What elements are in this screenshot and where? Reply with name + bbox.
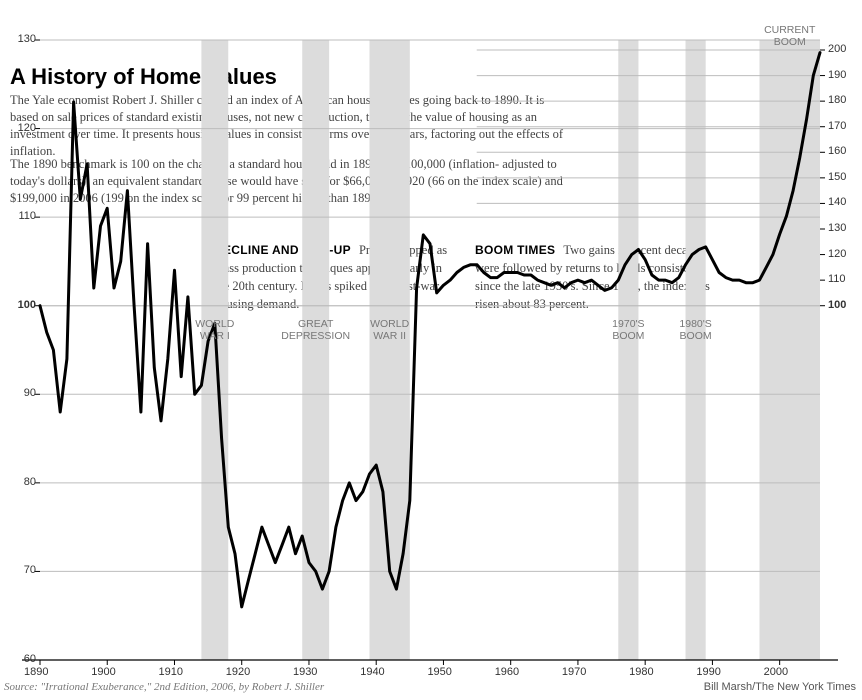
x-axis-label: 1910 (158, 666, 182, 678)
x-axis-label: 1990 (696, 666, 720, 678)
x-axis-label: 1890 (24, 666, 48, 678)
y-axis-right-label: 180 (828, 94, 846, 106)
x-axis-label: 1930 (293, 666, 317, 678)
event-band-label: WORLDWAR II (345, 318, 435, 342)
x-axis-label: 1900 (91, 666, 115, 678)
y-axis-left-label: 100 (6, 299, 36, 311)
y-axis-right-label: 140 (828, 196, 846, 208)
x-axis-label: 2000 (764, 666, 788, 678)
y-axis-right-label: 200 (828, 43, 846, 55)
home-values-chart (0, 0, 862, 700)
y-axis-right-label: 190 (828, 69, 846, 81)
x-axis-label: 1980 (629, 666, 653, 678)
x-axis-label: 1960 (495, 666, 519, 678)
event-band-label: CURRENTBOOM (745, 24, 835, 48)
y-axis-left-label: 130 (6, 33, 36, 45)
y-axis-left-label: 110 (6, 210, 36, 222)
y-axis-right-label: 100 (828, 299, 846, 311)
y-axis-right-label: 110 (828, 273, 846, 285)
x-axis-label: 1970 (562, 666, 586, 678)
y-axis-left-label: 120 (6, 122, 36, 134)
x-axis-label: 1940 (360, 666, 384, 678)
y-axis-right-label: 120 (828, 248, 846, 260)
y-axis-left-label: 70 (6, 564, 36, 576)
y-axis-right-label: 160 (828, 145, 846, 157)
y-axis-left-label: 80 (6, 476, 36, 488)
x-axis-label: 1920 (226, 666, 250, 678)
y-axis-right-label: 150 (828, 171, 846, 183)
x-axis-label: 1950 (427, 666, 451, 678)
y-axis-right-label: 170 (828, 120, 846, 132)
source-footnote: Source: "Irrational Exuberance," 2nd Edi… (4, 681, 324, 693)
y-axis-left-label: 60 (6, 653, 36, 665)
event-band-label: WORLDWAR I (170, 318, 260, 342)
y-axis-right-label: 130 (828, 222, 846, 234)
event-band-label: 1980'SBOOM (651, 318, 741, 342)
y-axis-left-label: 90 (6, 387, 36, 399)
credit-line: Bill Marsh/The New York Times (704, 681, 856, 693)
